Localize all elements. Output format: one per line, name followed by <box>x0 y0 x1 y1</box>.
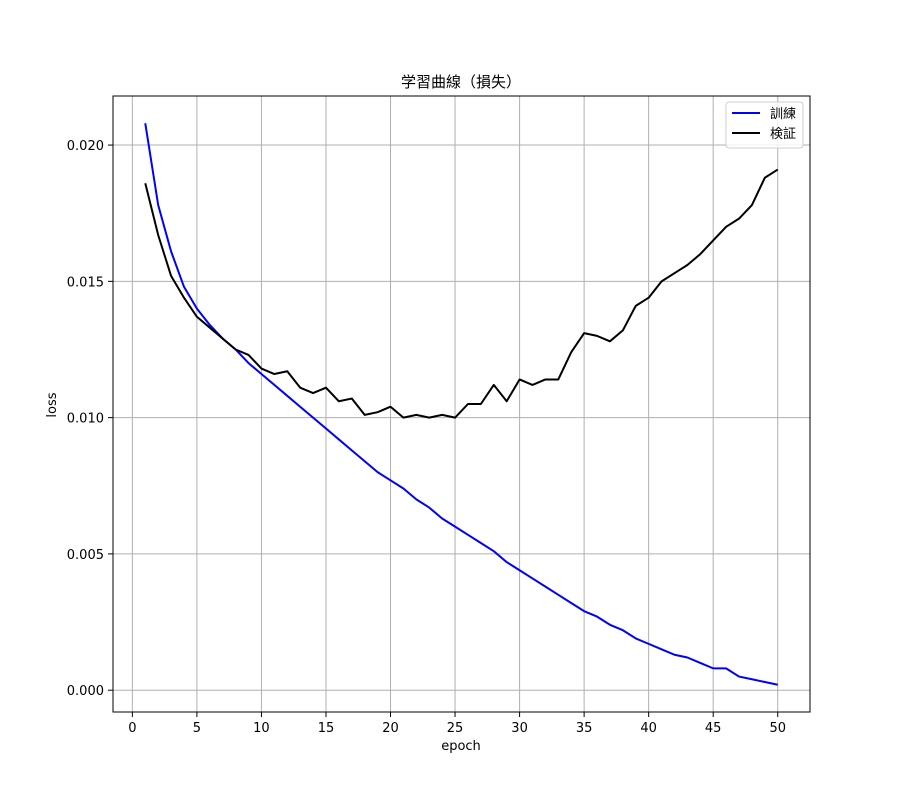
y-tick-label: 0.015 <box>67 275 104 290</box>
chart-title: 学習曲線（損失） <box>401 73 521 91</box>
x-tick-label: 20 <box>382 721 399 736</box>
plot-frame <box>112 95 811 713</box>
legend: 訓練 検証 <box>725 101 804 149</box>
grid <box>113 96 810 712</box>
x-tick-label: 50 <box>769 721 786 736</box>
series-lines <box>144 123 779 686</box>
x-tick-label: 30 <box>511 721 528 736</box>
x-tick-label: 40 <box>640 721 657 736</box>
x-tick-label: 0 <box>128 721 136 736</box>
train-loss-line <box>144 123 778 686</box>
y-tick-label: 0.000 <box>67 684 104 699</box>
validation-loss-line <box>144 168 779 419</box>
y-axis-label: loss <box>45 392 60 417</box>
x-axis-ticks: 0 5 10 15 20 25 30 35 40 45 50 <box>128 712 786 736</box>
x-axis-label: epoch <box>441 739 481 754</box>
y-tick-label: 0.005 <box>67 548 104 563</box>
x-tick-label: 45 <box>705 721 722 736</box>
x-tick-label: 5 <box>193 721 201 736</box>
x-tick-label: 10 <box>253 721 270 736</box>
y-axis-ticks: 0.000 0.005 0.010 0.015 0.020 <box>67 139 113 699</box>
x-tick-label: 15 <box>318 721 335 736</box>
legend-label-train: 訓練 <box>770 106 796 122</box>
x-tick-label: 35 <box>576 721 593 736</box>
y-tick-label: 0.010 <box>67 412 104 427</box>
y-tick-label: 0.020 <box>67 139 104 154</box>
x-tick-label: 25 <box>447 721 464 736</box>
legend-label-validation: 検証 <box>770 127 796 142</box>
